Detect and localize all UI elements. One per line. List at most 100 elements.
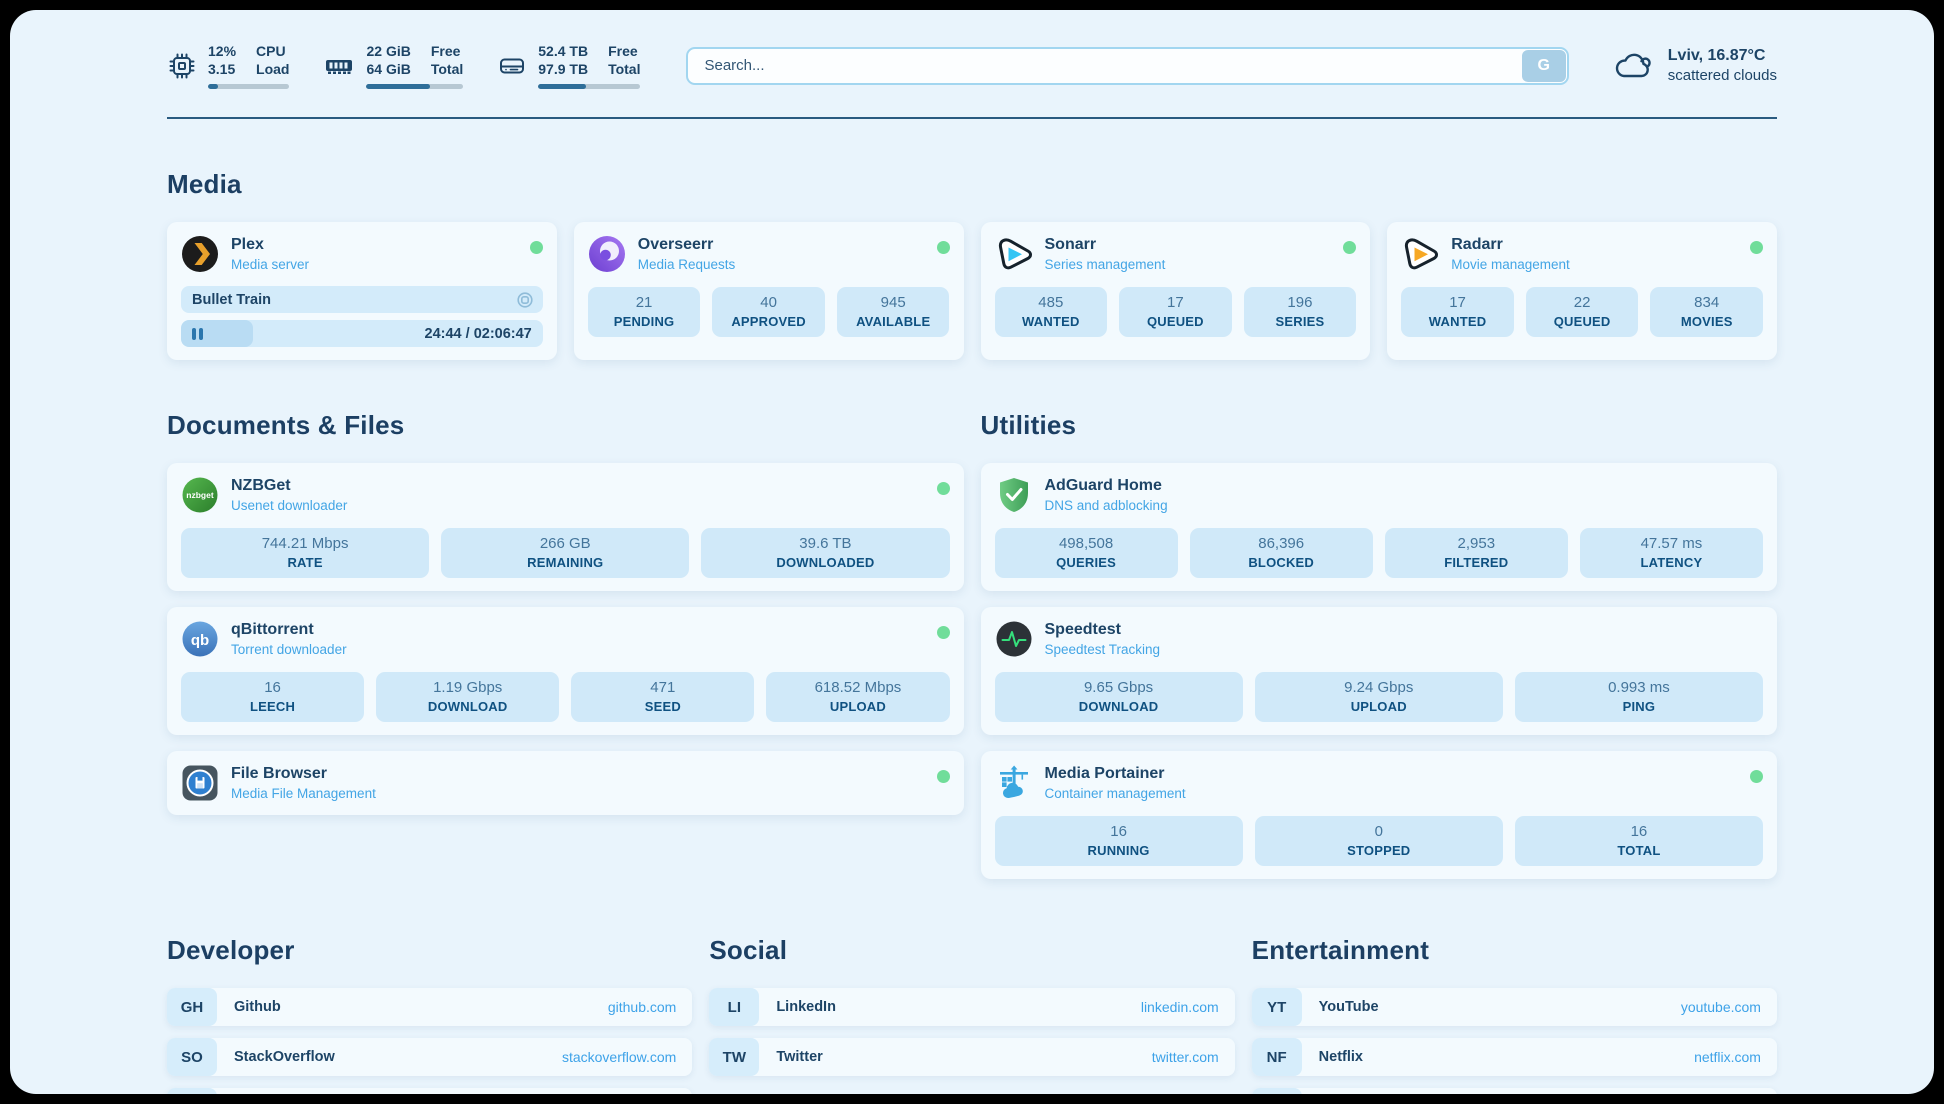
stat-value: 21 bbox=[635, 294, 653, 312]
nzbget-card[interactable]: nzbget NZBGet Usenet downloader 744.21 M… bbox=[167, 463, 964, 592]
social-links-column: Social LI LinkedIn linkedin.com TW Twitt… bbox=[709, 885, 1235, 1094]
stat-label: QUERIES bbox=[1056, 555, 1117, 571]
app-subtitle: Media server bbox=[231, 257, 310, 273]
link-abbr: LI bbox=[709, 988, 760, 1027]
stat-tile: 1.19 Gbps DOWNLOAD bbox=[376, 672, 560, 723]
stat-tile: 9.24 Gbps UPLOAD bbox=[1254, 672, 1503, 723]
header-divider bbox=[167, 117, 1777, 120]
stat-value: 0.993 ms bbox=[1608, 679, 1670, 697]
ram-progress-bar bbox=[366, 84, 464, 90]
speedtest-card[interactable]: Speedtest Speedtest Tracking 9.65 Gbps D… bbox=[980, 607, 1777, 736]
stat-label: BLOCKED bbox=[1248, 555, 1315, 571]
search-bar: G bbox=[686, 46, 1569, 85]
now-playing-row: Bullet Train bbox=[181, 286, 543, 314]
status-dot bbox=[936, 770, 950, 784]
stat-label: LATENCY bbox=[1640, 555, 1703, 571]
stat-value: 9.65 Gbps bbox=[1083, 679, 1154, 697]
stat-tile: 2,953 FILTERED bbox=[1384, 528, 1568, 579]
stat-label: PING bbox=[1622, 699, 1656, 715]
stat-tile: 40 APPROVED bbox=[712, 287, 825, 338]
disk-values: 52.4 TB 97.9 TB bbox=[538, 43, 589, 78]
link-item-youtube[interactable]: YT YouTube youtube.com bbox=[1251, 988, 1777, 1027]
link-item-linkedin[interactable]: LI LinkedIn linkedin.com bbox=[709, 988, 1235, 1027]
link-url: netflix.com bbox=[1694, 1049, 1761, 1066]
stat-label: RUNNING bbox=[1087, 843, 1150, 859]
link-name: Github bbox=[234, 999, 281, 1016]
stat-tile: 16 RUNNING bbox=[994, 816, 1243, 867]
now-playing-title: Bullet Train bbox=[192, 291, 271, 308]
session-target-icon[interactable] bbox=[516, 291, 534, 309]
portainer-card[interactable]: Media Portainer Container management 16 … bbox=[980, 751, 1777, 880]
stat-value: 744.21 Mbps bbox=[261, 535, 349, 553]
adguard-card[interactable]: AdGuard Home DNS and adblocking 498,508 … bbox=[980, 463, 1777, 592]
stat-label: WANTED bbox=[1428, 314, 1487, 330]
app-name: Media Portainer bbox=[1044, 765, 1165, 783]
stat-tile: 22 QUEUED bbox=[1525, 287, 1639, 338]
cloud-icon bbox=[1613, 49, 1655, 83]
radarr-icon bbox=[1401, 235, 1439, 273]
link-item-twitter[interactable]: TW Twitter twitter.com bbox=[709, 1038, 1235, 1077]
stat-value: 945 bbox=[880, 294, 906, 312]
link-item-stackoverflow[interactable]: SO StackOverflow stackoverflow.com bbox=[167, 1038, 693, 1077]
stat-tile: 0.993 ms PING bbox=[1514, 672, 1764, 723]
link-abbr: GH bbox=[167, 988, 217, 1027]
cpu-values: 12% 3.15 bbox=[208, 43, 237, 78]
overseerr-icon bbox=[588, 235, 626, 273]
radarr-card[interactable]: Radarr Movie management 17 WANTED 22 QUE… bbox=[1387, 222, 1777, 361]
stat-label: FILTERED bbox=[1444, 555, 1509, 571]
stat-tile: 21 PENDING bbox=[587, 287, 701, 338]
stat-value: 47.57 ms bbox=[1640, 535, 1703, 553]
stat-tile: 16 LEECH bbox=[181, 672, 365, 723]
link-abbr: RE bbox=[1251, 1088, 1302, 1094]
qbittorrent-icon: qb bbox=[181, 620, 219, 658]
weather-widget: Lviv, 16.87°C scattered clouds bbox=[1613, 45, 1777, 87]
stat-tile: 17 QUEUED bbox=[1119, 287, 1232, 338]
link-item-netflix[interactable]: NF Netflix netflix.com bbox=[1251, 1038, 1777, 1077]
link-url: youtube.com bbox=[1680, 999, 1761, 1016]
stat-label: DOWNLOAD bbox=[1078, 699, 1159, 715]
link-url: linkedin.com bbox=[1140, 999, 1219, 1016]
search-engine-button[interactable]: G bbox=[1521, 49, 1566, 82]
link-name: LinkedIn bbox=[776, 999, 836, 1016]
sonarr-card[interactable]: Sonarr Series management 485 WANTED 17 Q… bbox=[980, 222, 1371, 361]
system-stats: 12% 3.15 CPU Load bbox=[167, 42, 641, 90]
qbittorrent-card[interactable]: qb qBittorrent Torrent downloader 16 LEE… bbox=[167, 607, 964, 736]
svg-text:nzbget: nzbget bbox=[186, 490, 214, 500]
link-item-dev[interactable]: DT DEV dev.to bbox=[167, 1088, 693, 1094]
plex-card[interactable]: Plex Media server Bullet Train 24:44 / 0… bbox=[167, 222, 557, 361]
stat-label: UPLOAD bbox=[829, 699, 886, 715]
app-name: Plex bbox=[231, 236, 264, 254]
app-subtitle: Movie management bbox=[1451, 257, 1570, 273]
disk-progress-bar bbox=[538, 84, 641, 90]
cpu-labels: CPU Load bbox=[256, 43, 290, 78]
stat-value: 39.6 TB bbox=[799, 535, 852, 553]
top-bar: 12% 3.15 CPU Load bbox=[167, 42, 1777, 90]
stat-value: 0 bbox=[1374, 823, 1383, 841]
stat-value: 16 bbox=[264, 679, 281, 697]
utilities-section-title: Utilities bbox=[980, 410, 1077, 441]
app-name: AdGuard Home bbox=[1044, 477, 1162, 495]
link-abbr: TW bbox=[709, 1038, 760, 1077]
stat-tile: 618.52 Mbps UPLOAD bbox=[766, 672, 950, 723]
plex-icon bbox=[181, 235, 219, 273]
disk-stat: 52.4 TB 97.9 TB Free Total bbox=[497, 42, 641, 90]
stat-tile: 498,508 QUERIES bbox=[994, 528, 1178, 579]
link-url: github.com bbox=[607, 999, 677, 1016]
filebrowser-icon bbox=[181, 764, 219, 802]
status-dot bbox=[936, 241, 950, 255]
search-input[interactable] bbox=[686, 46, 1569, 85]
filebrowser-card[interactable]: File Browser Media File Management bbox=[167, 751, 964, 816]
documents-column: Documents & Files nzbget bbox=[167, 360, 964, 879]
stat-tile: 17 WANTED bbox=[1401, 287, 1514, 338]
speedtest-icon bbox=[995, 620, 1033, 658]
stat-value: 1.19 Gbps bbox=[433, 679, 503, 697]
playback-time: 24:44 / 02:06:47 bbox=[424, 325, 532, 342]
link-item-github[interactable]: GH Github github.com bbox=[167, 988, 693, 1027]
overseerr-card[interactable]: Overseerr Media Requests 21 PENDING 40 A… bbox=[573, 222, 964, 361]
portainer-icon bbox=[995, 764, 1033, 802]
stat-value: 9.24 Gbps bbox=[1344, 679, 1414, 697]
entertainment-links-column: Entertainment YT YouTube youtube.com NF … bbox=[1251, 885, 1777, 1094]
ram-icon bbox=[323, 51, 355, 81]
ram-labels: Free Total bbox=[430, 43, 464, 78]
link-item-reddit[interactable]: RE Reddit reddit.com bbox=[1251, 1088, 1777, 1094]
